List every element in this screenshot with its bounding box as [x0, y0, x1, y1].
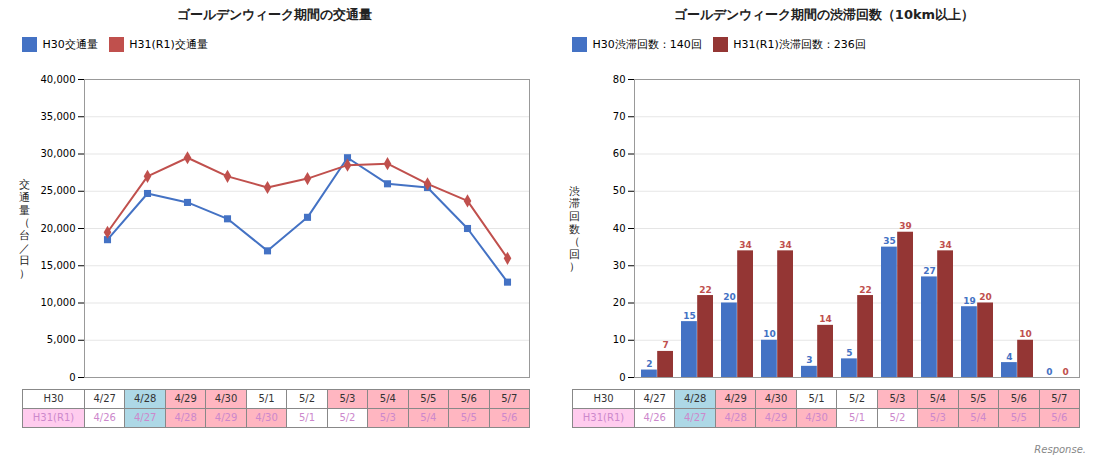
html-text:4/26: 4/26 [643, 412, 666, 423]
svg-text:22: 22 [859, 284, 872, 294]
svg-text:2: 2 [646, 359, 652, 369]
html-text:5/1: 5/1 [808, 393, 825, 404]
html-text:4/29: 4/29 [214, 412, 238, 423]
html-text:5/4: 5/4 [420, 412, 437, 423]
html-text:5/1: 5/1 [298, 412, 315, 423]
html-text:4/28: 4/28 [724, 412, 747, 423]
html-text:5/3: 5/3 [379, 412, 396, 423]
html-text:5/4: 5/4 [970, 412, 987, 423]
html-text:5/3: 5/3 [339, 393, 356, 404]
html-text:5/5: 5/5 [420, 393, 437, 404]
svg-text:15,000: 15,000 [41, 259, 76, 270]
html-text:4/30: 4/30 [255, 412, 278, 423]
svg-text:0: 0 [1046, 366, 1052, 376]
html-text:Response.: Response. [1034, 444, 1086, 455]
html-text:5/2: 5/2 [848, 393, 865, 404]
html-text:5/4: 5/4 [929, 393, 946, 404]
html-text:H30: H30 [43, 393, 64, 404]
svg-text:10: 10 [1019, 329, 1032, 339]
html-text:5/5: 5/5 [970, 393, 987, 404]
svg-text:0: 0 [69, 371, 75, 382]
svg-text:60: 60 [613, 148, 626, 159]
html-text:5/1: 5/1 [848, 412, 865, 423]
html-text:4/30: 4/30 [805, 412, 828, 423]
svg-text:40,000: 40,000 [41, 73, 76, 84]
html-text:5/6: 5/6 [1010, 393, 1027, 404]
svg-text:70: 70 [613, 110, 626, 121]
html-text:5/2: 5/2 [339, 412, 356, 423]
svg-text:渋滞回数（回）: 渋滞回数（回） [569, 184, 580, 273]
svg-text:20,000: 20,000 [41, 222, 76, 233]
svg-text:25,000: 25,000 [41, 185, 76, 196]
svg-text:35,000: 35,000 [41, 110, 76, 121]
html-text:4/29: 4/29 [724, 393, 747, 404]
html-text:H31(R1)渋滞回数：236回: H31(R1)渋滞回数：236回 [733, 38, 866, 51]
html-text:5/2: 5/2 [889, 412, 906, 423]
html-text:4/29: 4/29 [764, 412, 788, 423]
svg-text:19: 19 [963, 295, 976, 305]
html-text:5/5: 5/5 [1010, 412, 1027, 423]
svg-text:3: 3 [806, 355, 812, 365]
html-text:4/27: 4/27 [93, 393, 116, 404]
svg-text:7: 7 [662, 340, 668, 350]
html-text:H31(R1): H31(R1) [32, 412, 75, 423]
svg-text:34: 34 [939, 239, 952, 249]
svg-text:80: 80 [613, 73, 626, 84]
svg-text:27: 27 [923, 265, 936, 275]
svg-text:34: 34 [779, 239, 792, 249]
svg-text:交通量（台／日）: 交通量（台／日） [19, 178, 30, 280]
html-text:5/6: 5/6 [1051, 412, 1068, 423]
svg-text:20: 20 [613, 297, 626, 308]
svg-text:0: 0 [1062, 366, 1068, 376]
html-text:H30交通量: H30交通量 [42, 38, 98, 51]
html-text:4/28: 4/28 [683, 393, 707, 404]
html-text:5/6: 5/6 [460, 393, 477, 404]
html-text:4/30: 4/30 [214, 393, 238, 404]
svg-text:30: 30 [613, 259, 626, 270]
svg-text:10: 10 [763, 329, 776, 339]
html-text:H31(R1): H31(R1) [582, 412, 625, 423]
svg-text:39: 39 [899, 221, 912, 231]
html-text:5/5: 5/5 [460, 412, 477, 423]
svg-text:40: 40 [613, 222, 626, 233]
html-text:4/27: 4/27 [683, 412, 707, 423]
svg-text:35: 35 [883, 236, 896, 246]
html-text:4/27: 4/27 [643, 393, 666, 404]
svg-text:30,000: 30,000 [41, 148, 76, 159]
svg-text:22: 22 [699, 284, 712, 294]
html-text:5/3: 5/3 [889, 393, 906, 404]
svg-text:20: 20 [979, 292, 992, 302]
html-text:4/28: 4/28 [174, 412, 197, 423]
svg-text:10,000: 10,000 [41, 297, 76, 308]
html-text:4/29: 4/29 [174, 393, 197, 404]
svg-text:10: 10 [613, 334, 626, 345]
svg-text:20: 20 [723, 292, 736, 302]
html-text:5/4: 5/4 [379, 393, 396, 404]
svg-text:0: 0 [619, 371, 625, 382]
html-text:5/7: 5/7 [501, 393, 518, 404]
svg-text:34: 34 [739, 239, 752, 249]
svg-text:5,000: 5,000 [47, 334, 76, 345]
html-text:5/6: 5/6 [501, 412, 518, 423]
html-text:5/7: 5/7 [1051, 393, 1068, 404]
html-text:4/27: 4/27 [133, 412, 157, 423]
html-text:5/1: 5/1 [258, 393, 275, 404]
html-text:5/3: 5/3 [929, 412, 946, 423]
html-text:5/2: 5/2 [298, 393, 315, 404]
html-text:H30渋滞回数：140回: H30渋滞回数：140回 [592, 38, 702, 51]
svg-text:50: 50 [613, 185, 626, 196]
html-text:ゴールデンウィーク期間の渋滞回数（10km以上）: ゴールデンウィーク期間の渋滞回数（10km以上） [673, 7, 975, 22]
svg-text:4: 4 [1006, 351, 1012, 361]
html-text:ゴールデンウィーク期間の交通量: ゴールデンウィーク期間の交通量 [176, 7, 372, 22]
html-text:4/26: 4/26 [93, 412, 116, 423]
html-text:H31(R1)交通量: H31(R1)交通量 [129, 38, 208, 51]
html-text:H30: H30 [593, 393, 614, 404]
svg-text:14: 14 [819, 314, 832, 324]
html-text:4/30: 4/30 [764, 393, 788, 404]
html-text:4/28: 4/28 [133, 393, 157, 404]
svg-text:5: 5 [846, 347, 852, 357]
svg-text:15: 15 [683, 310, 696, 320]
